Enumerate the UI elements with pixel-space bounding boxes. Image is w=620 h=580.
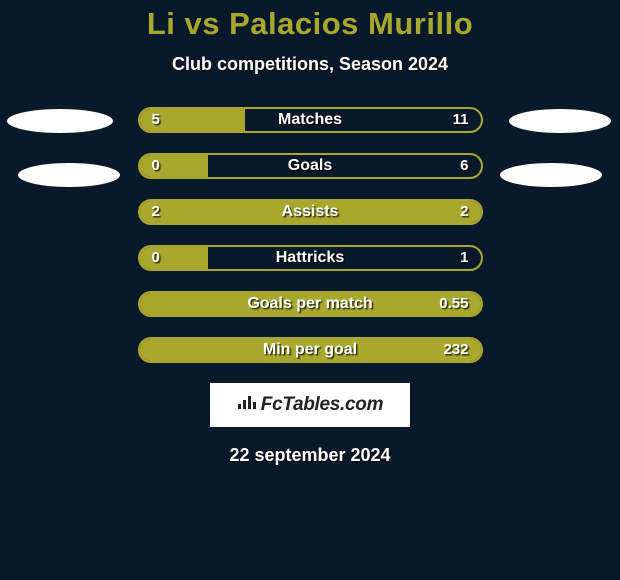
- logo-text: FcTables.com: [237, 394, 383, 416]
- bar-label: Matches: [140, 109, 481, 131]
- bar-row-matches: 5 Matches 11: [138, 107, 483, 133]
- avatar-placeholder-right-1: [509, 109, 611, 133]
- bar-row-goals: 0 Goals 6: [138, 153, 483, 179]
- header: Li vs Palacios Murillo Club competitions…: [0, 0, 620, 75]
- page-title: Li vs Palacios Murillo: [0, 6, 620, 42]
- avatar-placeholder-left-1: [7, 109, 113, 133]
- bar-row-goals-per-match: Goals per match 0.55: [138, 291, 483, 317]
- comparison-content: 5 Matches 11 0 Goals 6 2 Assists 2 0 Hat…: [0, 107, 620, 466]
- avatar-placeholder-right-2: [500, 163, 602, 187]
- bar-value-right: 232: [443, 339, 468, 361]
- bar-label: Min per goal: [140, 339, 481, 361]
- bar-label: Hattricks: [140, 247, 481, 269]
- page-subtitle: Club competitions, Season 2024: [0, 54, 620, 75]
- comparison-bars: 5 Matches 11 0 Goals 6 2 Assists 2 0 Hat…: [138, 107, 483, 363]
- bar-value-right: 2: [460, 201, 468, 223]
- bar-value-right: 0.55: [439, 293, 468, 315]
- chart-icon: [237, 394, 257, 415]
- bar-value-right: 1: [460, 247, 468, 269]
- logo-label: FcTables.com: [261, 394, 383, 415]
- bar-label: Assists: [140, 201, 481, 223]
- bar-row-hattricks: 0 Hattricks 1: [138, 245, 483, 271]
- avatar-placeholder-left-2: [18, 163, 120, 187]
- bar-row-assists: 2 Assists 2: [138, 199, 483, 225]
- bar-label: Goals per match: [140, 293, 481, 315]
- bar-label: Goals: [140, 155, 481, 177]
- logo-box: FcTables.com: [210, 383, 410, 427]
- footer-date: 22 september 2024: [0, 445, 620, 466]
- bar-row-min-per-goal: Min per goal 232: [138, 337, 483, 363]
- bar-value-right: 6: [460, 155, 468, 177]
- bar-value-right: 11: [453, 109, 469, 131]
